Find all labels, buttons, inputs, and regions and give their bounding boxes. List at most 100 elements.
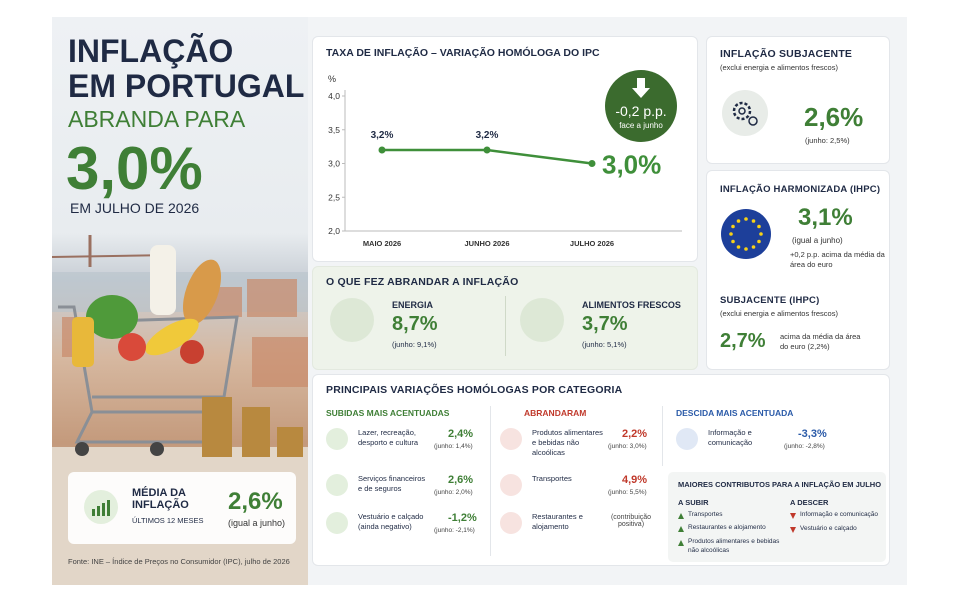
y-tick-label: 2,0: [328, 226, 340, 236]
item-previous: (junho: 5,5%): [608, 489, 647, 496]
hicp-title: INFLAÇÃO HARMONIZADA (IHPC): [720, 184, 881, 195]
hicp-core-note: acima da média da área do euro (2,2%): [780, 332, 861, 351]
callout-value: -0,2 p.p.: [615, 103, 666, 119]
item-icon: [326, 474, 348, 496]
data-label: 3,2%: [371, 130, 394, 141]
hicp-note: (igual a junho): [792, 236, 843, 245]
y-tick-label: 3,5: [328, 125, 340, 135]
y-tick-label: 2,5: [328, 192, 340, 202]
hicp-core-value: 2,7%: [720, 330, 766, 352]
item-label: ALIMENTOS FRESCOS: [582, 300, 681, 310]
title-line: EM PORTUGAL: [68, 68, 305, 104]
item-note: (contribuição positiva): [610, 514, 652, 528]
title-line: INFLAÇÃO: [68, 33, 234, 69]
column-title: ABRANDARAM: [524, 408, 587, 418]
callout-note: face a junho: [619, 121, 663, 130]
chart-title: TAXA DE INFLAÇÃO – VARIAÇÃO HOMÓLOGA DO …: [326, 46, 600, 59]
hicp-core-title: SUBJACENTE (IHPC): [720, 295, 820, 306]
item-value: -1,2%: [448, 512, 477, 524]
y-tick-label: 3,0: [328, 159, 340, 169]
contributions-box: [668, 472, 886, 562]
item-value: 4,9%: [622, 474, 648, 486]
down-marker: [790, 513, 796, 519]
star: [729, 232, 733, 236]
average-value: 2,6%: [228, 488, 283, 515]
divider: [505, 296, 506, 356]
item-label: Serviços financeiros e de seguros: [358, 474, 426, 493]
item-label: Restaurantes e alojamento: [532, 512, 583, 531]
item-value: 2,6%: [448, 474, 474, 486]
star: [751, 219, 756, 223]
item-label: Produtos alimentares e bebidas não alcoó…: [532, 428, 603, 457]
down-marker: [790, 527, 796, 533]
divider: [490, 406, 491, 556]
hicp-value: 3,1%: [798, 204, 853, 231]
up-item: Transportes: [688, 511, 723, 518]
item-label: Transportes: [532, 474, 572, 483]
star: [731, 224, 735, 229]
headline-value: 3,0%: [66, 135, 203, 202]
star: [736, 219, 741, 223]
hicp-card: [706, 170, 890, 370]
chart: TAXA DE INFLAÇÃO – VARIAÇÃO HOMÓLOGA DO …: [326, 46, 682, 248]
column-title: DESCIDA MAIS ACENTUADA: [676, 408, 794, 418]
item-label: Vestuário e calçado (ainda negativo): [358, 512, 424, 531]
item-previous: (junho: 1,4%): [434, 443, 473, 450]
period: EM JULHO DE 2026: [70, 200, 200, 216]
item-icon: [500, 428, 522, 450]
item-label: Lazer, recreação, desporto e cultura: [358, 428, 419, 447]
down-title: A DESCER: [790, 498, 829, 507]
x-tick-label: JUNHO 2026: [464, 239, 509, 248]
item-previous: (junho: 2,0%): [434, 489, 473, 496]
item-previous: (junho: 5,1%): [582, 340, 627, 349]
star: [757, 224, 761, 229]
item-value: -3,3%: [798, 428, 827, 440]
star: [744, 247, 748, 251]
section-title: PRINCIPAIS VARIAÇÕES HOMÓLOGAS POR CATEG…: [326, 384, 623, 396]
core-previous: (junho: 2,5%): [805, 136, 850, 145]
star: [731, 239, 735, 244]
average-label: MÉDIA DA INFLAÇÃO: [132, 487, 189, 512]
point: [378, 146, 386, 154]
callout-badge: [605, 70, 677, 142]
core-title: INFLAÇÃO SUBJACENTE: [720, 48, 853, 60]
star: [751, 245, 756, 249]
core-value: 2,6%: [804, 102, 864, 132]
item-previous: (junho: 9,1%): [392, 340, 437, 349]
eu-flag: [721, 209, 771, 259]
item-previous: (junho: 3,0%): [608, 443, 647, 450]
up-item: Restaurantes e alojamento: [688, 524, 766, 531]
star: [759, 232, 763, 236]
point: [483, 146, 491, 154]
callout-arrow: [632, 78, 650, 98]
up-title: A SUBIR: [678, 498, 709, 507]
contributions-title: MAIORES CONTRIBUTOS PARA A INFLAÇÃO EM J…: [678, 480, 882, 489]
item-icon: [326, 428, 348, 450]
hicp-comparison: +0,2 p.p. acima da média da área do euro: [790, 250, 885, 269]
up-marker: [678, 526, 684, 532]
data-label: 3,0%: [602, 150, 661, 180]
star: [744, 217, 748, 221]
item-icon: [326, 512, 348, 534]
item-previous: (junho: -2,1%): [434, 527, 475, 534]
item-icon: [500, 474, 522, 496]
item-icon: [520, 298, 564, 342]
down-item: Vestuário e calçado: [800, 525, 857, 532]
item-value: 2,4%: [448, 428, 474, 440]
subtitle: ABRANDA PARA: [68, 106, 246, 132]
up-marker: [678, 540, 684, 546]
item-icon: [676, 428, 698, 450]
item-value: 2,2%: [622, 428, 648, 440]
section-title: O QUE FEZ ABRANDAR A INFLAÇÃO: [326, 276, 519, 288]
point: [588, 160, 596, 167]
x-tick-label: MAIO 2026: [363, 239, 401, 248]
column-title: SUBIDAS MAIS ACENTUADAS: [326, 408, 450, 418]
source: Fonte: INE – Índice de Preços no Consumi…: [68, 557, 290, 566]
y-tick-label: 4,0: [328, 91, 340, 101]
average-sublabel: ÚLTIMOS 12 MESES: [132, 516, 204, 525]
star: [757, 239, 761, 244]
y-unit: %: [328, 74, 336, 84]
item-icon: [330, 298, 374, 342]
star: [736, 245, 741, 249]
